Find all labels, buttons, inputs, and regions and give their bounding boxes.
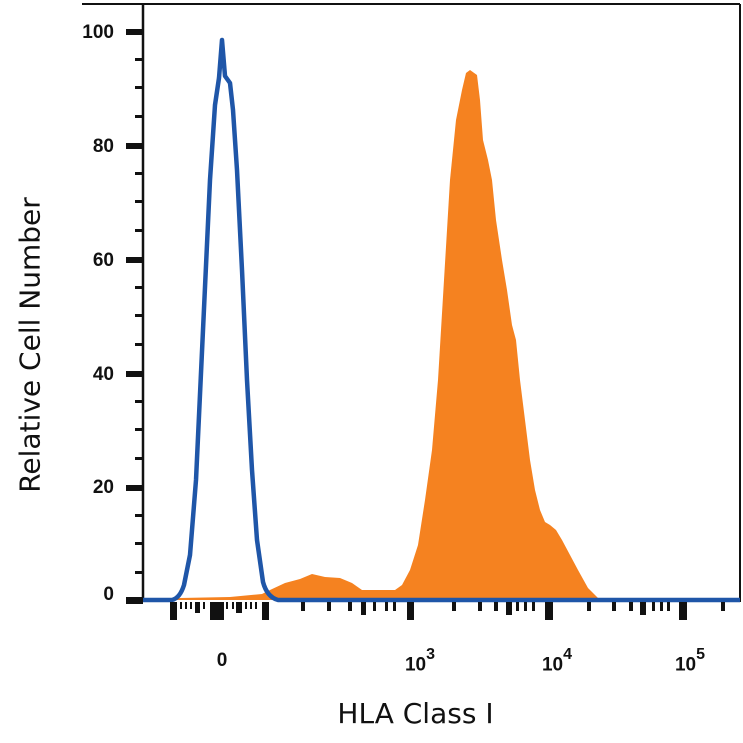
x-tick-exponent: 4 xyxy=(563,646,573,663)
x-axis-title-text: HLA Class I xyxy=(337,697,494,730)
x-tick-exponent: 3 xyxy=(426,646,436,663)
y-tick-label-0: 0 xyxy=(103,584,114,605)
plot-frame xyxy=(82,3,741,602)
x-tick-base: 10 xyxy=(674,654,697,676)
y-tick-label-40: 40 xyxy=(92,364,114,385)
x-tick-label-0: 0 xyxy=(217,650,228,672)
y-tick-label-100: 100 xyxy=(82,22,114,43)
x-tick-base: 10 xyxy=(541,654,564,676)
y-axis-title: Relative Cell Number xyxy=(0,0,60,743)
x-tick-label-10e4: 104 xyxy=(541,646,572,676)
y-tick-label-60: 60 xyxy=(92,250,114,271)
x-tick-label-10e5: 105 xyxy=(674,646,705,676)
y-tick-label-20: 20 xyxy=(92,477,114,498)
x-tick-exponent: 5 xyxy=(696,646,706,663)
y-tick-label-80: 80 xyxy=(92,136,114,157)
y-axis-title-text: Relative Cell Number xyxy=(13,197,47,493)
y-axis-ticks xyxy=(126,29,143,604)
x-tick-base: 0 xyxy=(216,650,228,671)
stained-histogram xyxy=(160,70,604,600)
x-tick-label-10e3: 103 xyxy=(404,646,435,676)
x-tick-base: 10 xyxy=(404,654,427,676)
isotype-histogram xyxy=(143,37,740,603)
x-axis-ticks xyxy=(170,602,725,620)
x-axis-title: HLA Class I xyxy=(0,697,743,730)
